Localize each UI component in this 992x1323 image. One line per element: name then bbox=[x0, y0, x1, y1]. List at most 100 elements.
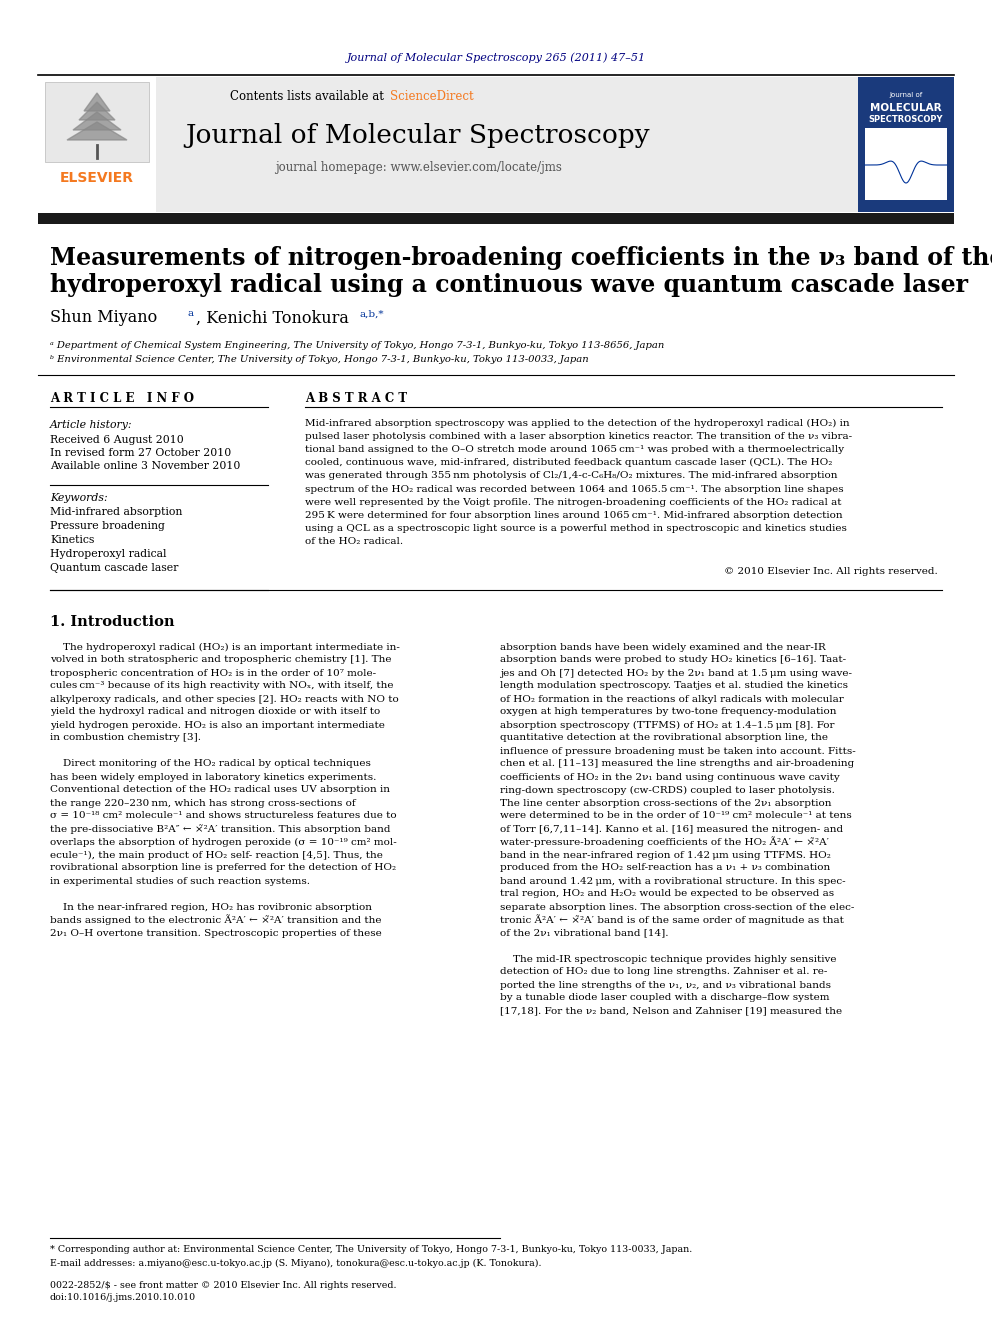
Text: bands assigned to the electronic Ã²A′ ← ×̃²A′ transition and the: bands assigned to the electronic Ã²A′ ← … bbox=[50, 914, 382, 925]
Bar bbox=[38, 77, 858, 212]
Text: Measurements of nitrogen-broadening coefficients in the ν₃ band of the: Measurements of nitrogen-broadening coef… bbox=[50, 246, 992, 270]
Text: The hydroperoxyl radical (HO₂) is an important intermediate in-: The hydroperoxyl radical (HO₂) is an imp… bbox=[50, 643, 400, 651]
Text: σ = 10⁻¹⁸ cm² molecule⁻¹ and shows structureless features due to: σ = 10⁻¹⁸ cm² molecule⁻¹ and shows struc… bbox=[50, 811, 397, 820]
Text: Pressure broadening: Pressure broadening bbox=[50, 521, 165, 531]
Text: Shun Miyano: Shun Miyano bbox=[50, 310, 158, 327]
Text: Contents lists available at: Contents lists available at bbox=[230, 90, 388, 103]
Bar bbox=[45, 82, 149, 161]
Text: Journal of: Journal of bbox=[890, 93, 923, 98]
Text: 0022-2852/$ - see front matter © 2010 Elsevier Inc. All rights reserved.: 0022-2852/$ - see front matter © 2010 El… bbox=[50, 1281, 397, 1290]
Text: separate absorption lines. The absorption cross-section of the elec-: separate absorption lines. The absorptio… bbox=[500, 902, 854, 912]
Text: 2ν₁ O–H overtone transition. Spectroscopic properties of these: 2ν₁ O–H overtone transition. Spectroscop… bbox=[50, 929, 382, 938]
Text: quantitative detection at the rovibrational absorption line, the: quantitative detection at the rovibratio… bbox=[500, 733, 828, 742]
Text: of Torr [6,7,11–14]. Kanno et al. [16] measured the nitrogen- and: of Torr [6,7,11–14]. Kanno et al. [16] m… bbox=[500, 824, 843, 833]
Text: tropospheric concentration of HO₂ is in the order of 10⁷ mole-: tropospheric concentration of HO₂ is in … bbox=[50, 668, 376, 677]
Text: doi:10.1016/j.jms.2010.10.010: doi:10.1016/j.jms.2010.10.010 bbox=[50, 1294, 196, 1303]
Text: Journal of Molecular Spectroscopy: Journal of Molecular Spectroscopy bbox=[186, 123, 651, 147]
Text: band around 1.42 μm, with a rovibrational structure. In this spec-: band around 1.42 μm, with a rovibrationa… bbox=[500, 877, 845, 885]
Text: tral region, HO₂ and H₂O₂ would be expected to be observed as: tral region, HO₂ and H₂O₂ would be expec… bbox=[500, 889, 834, 898]
Text: journal homepage: www.elsevier.com/locate/jms: journal homepage: www.elsevier.com/locat… bbox=[275, 161, 561, 175]
Text: water-pressure-broadening coefficients of the HO₂ Ã²A′ ← ×̃²A′: water-pressure-broadening coefficients o… bbox=[500, 836, 829, 848]
Text: of the 2ν₁ vibrational band [14].: of the 2ν₁ vibrational band [14]. bbox=[500, 929, 669, 938]
Text: a: a bbox=[188, 310, 194, 319]
Text: Hydroperoxyl radical: Hydroperoxyl radical bbox=[50, 549, 167, 560]
Text: band in the near-infrared region of 1.42 μm using TTFMS. HO₂: band in the near-infrared region of 1.42… bbox=[500, 851, 831, 860]
Text: coefficients of HO₂ in the 2ν₁ band using continuous wave cavity: coefficients of HO₂ in the 2ν₁ band usin… bbox=[500, 773, 840, 782]
Text: detection of HO₂ due to long line strengths. Zahniser et al. re-: detection of HO₂ due to long line streng… bbox=[500, 967, 827, 976]
Text: absorption bands have been widely examined and the near-IR: absorption bands have been widely examin… bbox=[500, 643, 825, 651]
Text: volved in both stratospheric and tropospheric chemistry [1]. The: volved in both stratospheric and troposp… bbox=[50, 655, 392, 664]
Text: Quantum cascade laser: Quantum cascade laser bbox=[50, 564, 179, 573]
Text: The line center absorption cross-sections of the 2ν₁ absorption: The line center absorption cross-section… bbox=[500, 799, 831, 807]
Text: yield hydrogen peroxide. HO₂ is also an important intermediate: yield hydrogen peroxide. HO₂ is also an … bbox=[50, 721, 385, 729]
Text: were well represented by the Voigt profile. The nitrogen-broadening coefficients: were well represented by the Voigt profi… bbox=[305, 497, 841, 507]
Text: the pre-dissociative B²A″ ← ×̃²A′ transition. This absorption band: the pre-dissociative B²A″ ← ×̃²A′ transi… bbox=[50, 824, 391, 833]
Text: In revised form 27 October 2010: In revised form 27 October 2010 bbox=[50, 448, 231, 458]
Text: MOLECULAR: MOLECULAR bbox=[870, 103, 941, 112]
Text: produced from the HO₂ self-reaction has a ν₁ + ν₃ combination: produced from the HO₂ self-reaction has … bbox=[500, 864, 830, 872]
Text: In the near-infrared region, HO₂ has rovibronic absorption: In the near-infrared region, HO₂ has rov… bbox=[50, 902, 372, 912]
Text: SPECTROSCOPY: SPECTROSCOPY bbox=[869, 115, 943, 124]
Text: tional band assigned to the O–O stretch mode around 1065 cm⁻¹ was probed with a : tional band assigned to the O–O stretch … bbox=[305, 445, 844, 454]
Text: hydroperoxyl radical using a continuous wave quantum cascade laser: hydroperoxyl radical using a continuous … bbox=[50, 273, 968, 296]
Text: tronic Ã²A′ ← ×̃²A′ band is of the same order of magnitude as that: tronic Ã²A′ ← ×̃²A′ band is of the same … bbox=[500, 914, 844, 925]
Text: ᵃ Department of Chemical System Engineering, The University of Tokyo, Hongo 7-3-: ᵃ Department of Chemical System Engineer… bbox=[50, 340, 665, 349]
Text: using a QCL as a spectroscopic light source is a powerful method in spectroscopi: using a QCL as a spectroscopic light sou… bbox=[305, 524, 847, 533]
Text: ported the line strengths of the ν₁, ν₂, and ν₃ vibrational bands: ported the line strengths of the ν₁, ν₂,… bbox=[500, 980, 831, 990]
Text: oxygen at high temperatures by two-tone frequency-modulation: oxygen at high temperatures by two-tone … bbox=[500, 708, 836, 717]
Text: ecule⁻¹), the main product of HO₂ self- reaction [4,5]. Thus, the: ecule⁻¹), the main product of HO₂ self- … bbox=[50, 851, 383, 860]
Text: absorption bands were probed to study HO₂ kinetics [6–16]. Taat-: absorption bands were probed to study HO… bbox=[500, 655, 846, 664]
Text: of the HO₂ radical.: of the HO₂ radical. bbox=[305, 537, 403, 546]
Text: was generated through 355 nm photolysis of Cl₂/1,4-c-C₆H₈/O₂ mixtures. The mid-i: was generated through 355 nm photolysis … bbox=[305, 471, 837, 480]
Text: the range 220–230 nm, which has strong cross-sections of: the range 220–230 nm, which has strong c… bbox=[50, 799, 355, 807]
Text: spectrum of the HO₂ radical was recorded between 1064 and 1065.5 cm⁻¹. The absor: spectrum of the HO₂ radical was recorded… bbox=[305, 484, 843, 493]
Text: influence of pressure broadening must be taken into account. Fitts-: influence of pressure broadening must be… bbox=[500, 746, 856, 755]
Text: ᵇ Environmental Science Center, The University of Tokyo, Hongo 7-3-1, Bunkyo-ku,: ᵇ Environmental Science Center, The Univ… bbox=[50, 356, 588, 365]
Polygon shape bbox=[84, 93, 110, 111]
Text: Article history:: Article history: bbox=[50, 419, 133, 430]
Text: © 2010 Elsevier Inc. All rights reserved.: © 2010 Elsevier Inc. All rights reserved… bbox=[724, 568, 938, 577]
Bar bbox=[38, 213, 954, 224]
Text: rovibrational absorption line is preferred for the detection of HO₂: rovibrational absorption line is preferr… bbox=[50, 864, 396, 872]
Text: jes and Oh [7] detected HO₂ by the 2ν₁ band at 1.5 μm using wave-: jes and Oh [7] detected HO₂ by the 2ν₁ b… bbox=[500, 668, 852, 677]
Text: of HO₂ formation in the reactions of alkyl radicals with molecular: of HO₂ formation in the reactions of alk… bbox=[500, 695, 844, 704]
Text: Conventional detection of the HO₂ radical uses UV absorption in: Conventional detection of the HO₂ radica… bbox=[50, 786, 390, 795]
Text: , Kenichi Tonokura: , Kenichi Tonokura bbox=[196, 310, 349, 327]
Text: ScienceDirect: ScienceDirect bbox=[390, 90, 473, 103]
Text: were determined to be in the order of 10⁻¹⁹ cm² molecule⁻¹ at tens: were determined to be in the order of 10… bbox=[500, 811, 852, 820]
Text: alkylperoxy radicals, and other species [2]. HO₂ reacts with NO to: alkylperoxy radicals, and other species … bbox=[50, 695, 399, 704]
Text: [17,18]. For the ν₂ band, Nelson and Zahniser [19] measured the: [17,18]. For the ν₂ band, Nelson and Zah… bbox=[500, 1007, 842, 1016]
Text: length modulation spectroscopy. Taatjes et al. studied the kinetics: length modulation spectroscopy. Taatjes … bbox=[500, 681, 848, 691]
Text: pulsed laser photolysis combined with a laser absorption kinetics reactor. The t: pulsed laser photolysis combined with a … bbox=[305, 431, 852, 441]
Text: A R T I C L E   I N F O: A R T I C L E I N F O bbox=[50, 392, 194, 405]
Text: cules cm⁻³ because of its high reactivity with NOₓ, with itself, the: cules cm⁻³ because of its high reactivit… bbox=[50, 681, 394, 691]
Bar bbox=[38, 77, 156, 212]
Text: A B S T R A C T: A B S T R A C T bbox=[305, 392, 407, 405]
Text: a,b,*: a,b,* bbox=[360, 310, 385, 319]
Text: has been widely employed in laboratory kinetics experiments.: has been widely employed in laboratory k… bbox=[50, 773, 376, 782]
Text: Mid-infrared absorption: Mid-infrared absorption bbox=[50, 507, 183, 517]
Text: in combustion chemistry [3].: in combustion chemistry [3]. bbox=[50, 733, 201, 742]
Text: Direct monitoring of the HO₂ radical by optical techniques: Direct monitoring of the HO₂ radical by … bbox=[50, 759, 371, 769]
Text: Received 6 August 2010: Received 6 August 2010 bbox=[50, 435, 184, 445]
Text: in experimental studies of such reaction systems.: in experimental studies of such reaction… bbox=[50, 877, 310, 885]
Text: Mid-infrared absorption spectroscopy was applied to the detection of the hydrope: Mid-infrared absorption spectroscopy was… bbox=[305, 418, 849, 427]
Text: chen et al. [11–13] measured the line strengths and air-broadening: chen et al. [11–13] measured the line st… bbox=[500, 759, 854, 769]
Polygon shape bbox=[73, 112, 121, 130]
Text: Kinetics: Kinetics bbox=[50, 534, 94, 545]
Text: Keywords:: Keywords: bbox=[50, 493, 107, 503]
Text: ring-down spectroscopy (cw-CRDS) coupled to laser photolysis.: ring-down spectroscopy (cw-CRDS) coupled… bbox=[500, 786, 835, 795]
Text: Available online 3 November 2010: Available online 3 November 2010 bbox=[50, 460, 240, 471]
Text: The mid-IR spectroscopic technique provides highly sensitive: The mid-IR spectroscopic technique provi… bbox=[500, 954, 836, 963]
Text: ELSEVIER: ELSEVIER bbox=[60, 171, 134, 185]
Text: cooled, continuous wave, mid-infrared, distributed feedback quantum cascade lase: cooled, continuous wave, mid-infrared, d… bbox=[305, 458, 832, 467]
Text: overlaps the absorption of hydrogen peroxide (σ = 10⁻¹⁹ cm² mol-: overlaps the absorption of hydrogen pero… bbox=[50, 837, 397, 847]
Bar bbox=[865, 128, 947, 200]
Text: yield the hydroxyl radical and nitrogen dioxide or with itself to: yield the hydroxyl radical and nitrogen … bbox=[50, 708, 380, 717]
Bar bbox=[858, 77, 954, 212]
Text: 295 K were determined for four absorption lines around 1065 cm⁻¹. Mid-infrared a: 295 K were determined for four absorptio… bbox=[305, 511, 842, 520]
Text: Journal of Molecular Spectroscopy 265 (2011) 47–51: Journal of Molecular Spectroscopy 265 (2… bbox=[346, 53, 646, 64]
Text: by a tunable diode laser coupled with a discharge–flow system: by a tunable diode laser coupled with a … bbox=[500, 994, 829, 1003]
Polygon shape bbox=[79, 102, 115, 120]
Text: 1. Introduction: 1. Introduction bbox=[50, 615, 175, 628]
